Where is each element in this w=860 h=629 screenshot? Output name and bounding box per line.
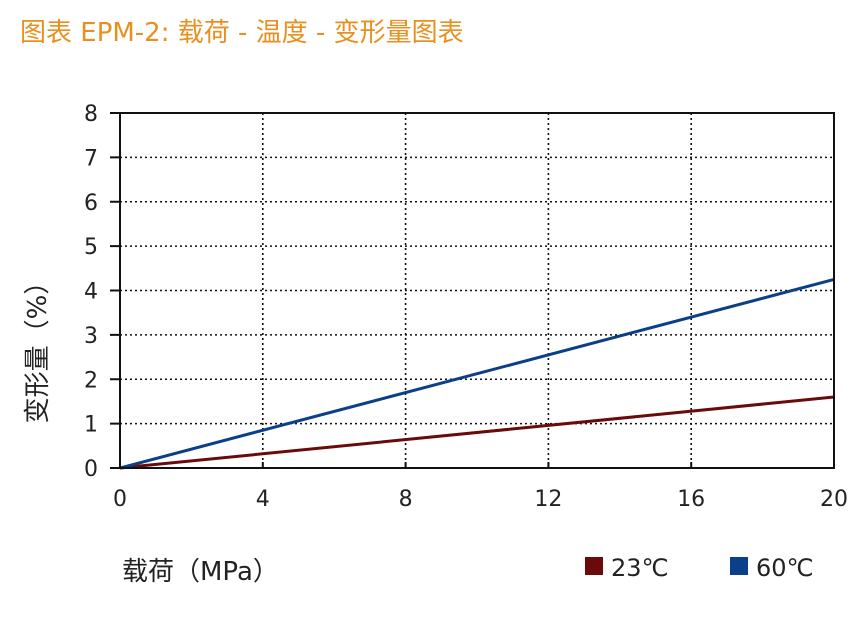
y-tick-label: 0 <box>84 457 98 482</box>
grid-lines <box>110 112 835 469</box>
legend: 23℃ 60℃ <box>585 554 814 582</box>
plot-frame <box>119 112 835 469</box>
legend-label: 23℃ <box>611 554 669 582</box>
series-line-0 <box>119 395 835 470</box>
x-tick-label: 8 <box>399 487 413 512</box>
y-tick-label: 5 <box>84 235 98 260</box>
legend-swatch <box>730 557 748 575</box>
series-lines <box>119 277 835 470</box>
y-tick-label: 8 <box>84 102 98 127</box>
y-tick-label: 3 <box>84 324 98 349</box>
y-axis-title: 变形量（%） <box>23 269 53 424</box>
x-tick-label: 16 <box>677 487 705 512</box>
y-tick-label: 2 <box>84 368 98 393</box>
x-axis-title: 载荷（MPa） <box>122 557 279 587</box>
legend-swatch <box>585 557 603 575</box>
x-tick-label: 12 <box>534 487 562 512</box>
y-tick-label: 1 <box>84 413 98 438</box>
series-line-1 <box>119 277 835 470</box>
legend-label: 60℃ <box>756 554 814 582</box>
y-tick-label: 7 <box>84 146 98 171</box>
x-tick-label: 20 <box>820 487 848 512</box>
x-tick-label: 4 <box>256 487 270 512</box>
chart-title: 图表 EPM-2: 载荷 - 温度 - 变形量图表 <box>20 18 464 48</box>
y-tick-label: 4 <box>84 280 98 305</box>
y-tick-label: 6 <box>84 191 98 216</box>
x-tick-label: 0 <box>113 487 127 512</box>
